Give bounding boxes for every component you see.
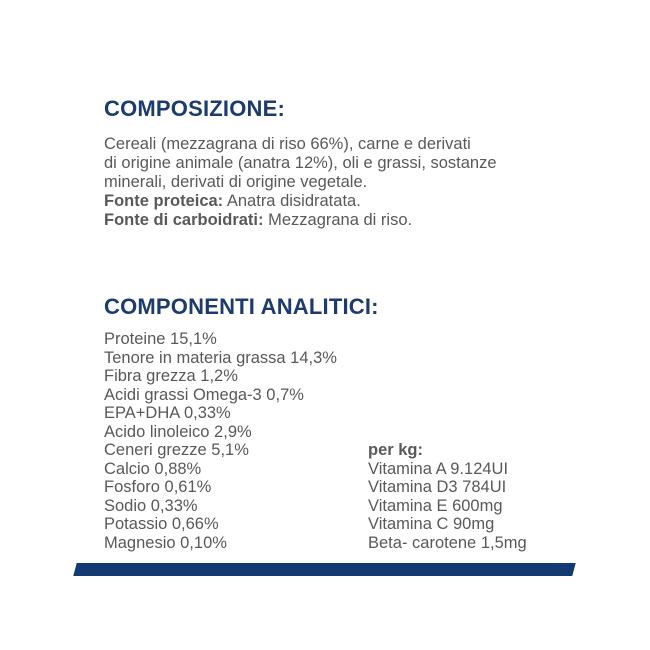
carb-source-line: Fonte di carboidrati: Mezzagrana di riso…	[104, 211, 584, 230]
analytical-item: Fosforo 0,61%	[104, 478, 212, 496]
per-kg-column: per kg: Vitamina A 9.124UI Vitamina D3 7…	[368, 441, 527, 552]
analytical-item: Calcio 0,88%	[104, 459, 202, 478]
composition-body-line: di origine animale (anatra 12%), oli e g…	[104, 154, 497, 172]
analytical-item: Fibra grezza 1,2%	[104, 367, 238, 385]
analytical-item: EPA+DHA 0,33%	[104, 404, 231, 422]
per-kg-item: Beta- carotene 1,5mg	[368, 533, 527, 552]
composition-body-line: minerali, derivati di origine vegetale.	[104, 173, 368, 191]
analytical-title: COMPONENTI ANALITICI:	[104, 294, 379, 319]
analytical-item: Acidi grassi Omega-3 0,7%	[104, 385, 304, 404]
per-kg-item: Vitamina A 9.124UI	[368, 459, 509, 478]
analytical-item: Magnesio 0,10%	[104, 533, 227, 552]
analytical-item: Proteine 15,1%	[104, 330, 217, 348]
protein-source-value: Anatra disidratata.	[226, 192, 361, 210]
analytical-item: Ceneri grezze 5,1%	[104, 441, 249, 459]
composition-body: Cereali (mezzagrana di riso 66%), carne …	[104, 135, 584, 192]
carb-source-label: Fonte di carboidrati:	[104, 211, 264, 229]
carb-source-value: Mezzagrana di riso.	[268, 211, 413, 229]
composition-body-line: Cereali (mezzagrana di riso 66%), carne …	[104, 135, 471, 153]
protein-source-label: Fonte proteica:	[104, 192, 224, 210]
per-kg-item: Vitamina E 600mg	[368, 496, 503, 515]
analytical-list: Proteine 15,1% Tenore in materia grassa …	[104, 330, 337, 552]
analytical-item: Sodio 0,33%	[104, 496, 198, 515]
analytical-item: Potassio 0,66%	[104, 515, 219, 533]
composition-title: COMPOSIZIONE:	[104, 96, 286, 121]
composition-section: COMPOSIZIONE: Cereali (mezzagrana di ris…	[104, 96, 584, 230]
per-kg-item: Vitamina C 90mg	[368, 515, 495, 533]
per-kg-list: Vitamina A 9.124UI Vitamina D3 784UI Vit…	[368, 460, 527, 553]
per-kg-label: per kg:	[368, 441, 424, 459]
protein-source-line: Fonte proteica: Anatra disidratata.	[104, 192, 584, 211]
analytical-item: Tenore in materia grassa 14,3%	[104, 348, 337, 367]
per-kg-item: Vitamina D3 784UI	[368, 478, 507, 496]
analytical-item: Acido linoleico 2,9%	[104, 422, 252, 441]
brand-bar	[73, 563, 576, 576]
